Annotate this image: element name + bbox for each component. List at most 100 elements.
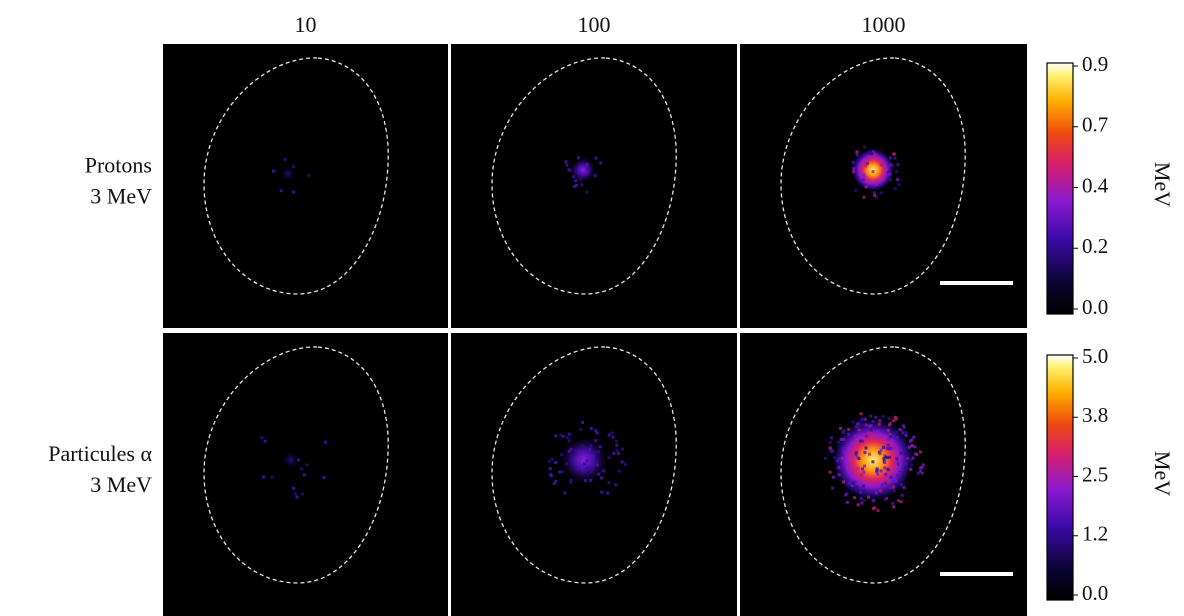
- speckle: [919, 470, 923, 473]
- speckle: [878, 452, 882, 456]
- speckle: [839, 426, 843, 430]
- speckle: [904, 433, 908, 437]
- speckle: [842, 480, 846, 484]
- colorbar-tick-label: 2.5: [1082, 462, 1108, 486]
- speckle: [586, 466, 590, 470]
- speckle: [851, 420, 855, 424]
- speckle: [886, 480, 889, 484]
- speckle: [576, 156, 580, 160]
- speckle: [323, 440, 327, 444]
- speckle: [864, 185, 868, 189]
- speckle: [871, 150, 875, 154]
- speckle: [847, 432, 851, 436]
- speckle: [559, 433, 563, 437]
- speckle: [549, 473, 552, 477]
- speckle: [841, 447, 845, 450]
- speckle: [594, 439, 598, 443]
- speckle: [598, 445, 602, 449]
- speckle: [895, 474, 899, 478]
- speckle: [870, 152, 874, 155]
- speckle: [569, 447, 573, 451]
- speckle: [915, 452, 919, 456]
- speckle: [842, 437, 846, 441]
- speckle: [909, 467, 913, 471]
- speckle: [828, 441, 832, 445]
- speckle: [886, 443, 890, 447]
- speckle: [836, 440, 840, 444]
- speckle: [292, 487, 296, 490]
- speckle: [861, 423, 865, 427]
- column-header: 1000: [862, 12, 906, 37]
- speckle: [888, 433, 892, 437]
- speckle: [869, 428, 873, 432]
- speckle: [892, 152, 896, 156]
- energy-spot: [569, 156, 597, 184]
- speckle: [560, 453, 564, 457]
- speckle: [913, 445, 917, 449]
- speckle: [892, 419, 896, 423]
- speckle: [589, 469, 593, 473]
- colorbar-tick-label: 0.9: [1082, 52, 1108, 76]
- speckle: [832, 475, 835, 479]
- row-label: 3 MeV: [90, 184, 152, 209]
- speckle: [856, 439, 860, 443]
- speckle: [883, 460, 886, 464]
- speckle: [828, 446, 832, 450]
- speckle: [892, 505, 896, 509]
- speckle: [879, 448, 883, 452]
- speckle: [855, 455, 859, 459]
- speckle: [893, 156, 897, 160]
- speckle: [879, 469, 883, 473]
- speckle: [874, 415, 878, 419]
- speckle: [854, 451, 858, 455]
- speckle: [888, 455, 892, 459]
- speckle: [615, 443, 619, 447]
- speckle: [558, 470, 562, 474]
- speckle: [888, 178, 892, 182]
- speckle: [279, 189, 283, 193]
- speckle: [611, 435, 615, 439]
- panel-background: [163, 44, 448, 328]
- speckle: [554, 434, 558, 438]
- speckle: [867, 424, 871, 428]
- speckle: [292, 190, 296, 194]
- image-panel: [740, 44, 1027, 328]
- image-panel: [740, 333, 1027, 616]
- speckle: [829, 436, 833, 440]
- speckle: [597, 450, 601, 453]
- speckle: [882, 162, 886, 166]
- speckle: [904, 431, 908, 435]
- speckle: [599, 161, 603, 165]
- speckle: [876, 508, 880, 512]
- speckle: [880, 483, 884, 487]
- speckle: [614, 483, 618, 487]
- speckle: [856, 426, 860, 429]
- speckle: [895, 170, 898, 174]
- speckle: [585, 190, 589, 194]
- speckle: [897, 183, 901, 187]
- speckle: [575, 183, 578, 187]
- speckle: [896, 461, 900, 464]
- speckle: [909, 459, 913, 462]
- speckle: [862, 178, 866, 182]
- speckle: [859, 490, 862, 494]
- speckle: [595, 459, 598, 463]
- speckle: [575, 449, 578, 453]
- speckle: [581, 444, 584, 448]
- speckle: [902, 485, 906, 489]
- speckle: [567, 439, 571, 443]
- speckle: [875, 469, 879, 473]
- speckle: [871, 499, 875, 503]
- speckle: [840, 456, 844, 460]
- speckle: [579, 428, 583, 432]
- speckle: [873, 193, 877, 197]
- speckle: [902, 426, 906, 430]
- speckle: [892, 434, 896, 438]
- speckle: [895, 430, 898, 434]
- speckle: [866, 432, 870, 436]
- speckle: [857, 457, 861, 460]
- speckle: [884, 472, 888, 476]
- speckle: [600, 476, 603, 480]
- speckle: [864, 434, 868, 438]
- speckle: [303, 473, 306, 477]
